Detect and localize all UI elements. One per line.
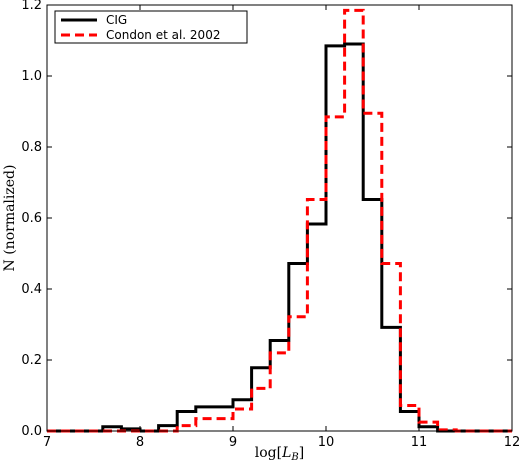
legend-label-1: CIG [106,13,127,27]
y-tick-label: 0.4 [21,282,42,297]
y-tick-label: 0.6 [21,211,42,226]
legend-box [54,10,248,44]
x-tick-label: 11 [411,435,428,450]
legend-label-2: Condon et al. 2002 [106,28,220,42]
y-tick-label: 0.2 [21,353,42,368]
x-axis-label: log[LB] [255,445,304,463]
x-axis-label-sub: B [290,452,298,463]
y-tick-label: 1.2 [21,0,42,13]
x-tick-label: 7 [43,435,51,450]
x-tick-label: 12 [504,435,521,450]
ticks-layer: 7 8 9 10 11 12 0.0 0.2 0.4 0.6 0.8 1.0 1.2 [21,0,520,450]
x-axis-label-main: log[ [255,445,282,461]
x-axis-label-var: L [281,445,291,461]
y-tick-label: 0.0 [21,424,42,439]
y-tick-label: 0.8 [21,140,42,155]
x-tick-label: 9 [229,435,237,450]
x-tick-label: 10 [318,435,335,450]
y-axis-label: N (normalized) [2,165,18,272]
series-line-1 [47,42,512,433]
x-axis-label-close: ] [299,445,304,461]
x-tick-label: 8 [136,435,144,450]
plot-frame [46,4,513,432]
series-layer [47,8,512,433]
y-tick-label: 1.0 [21,69,42,84]
series-line-2 [47,8,512,433]
